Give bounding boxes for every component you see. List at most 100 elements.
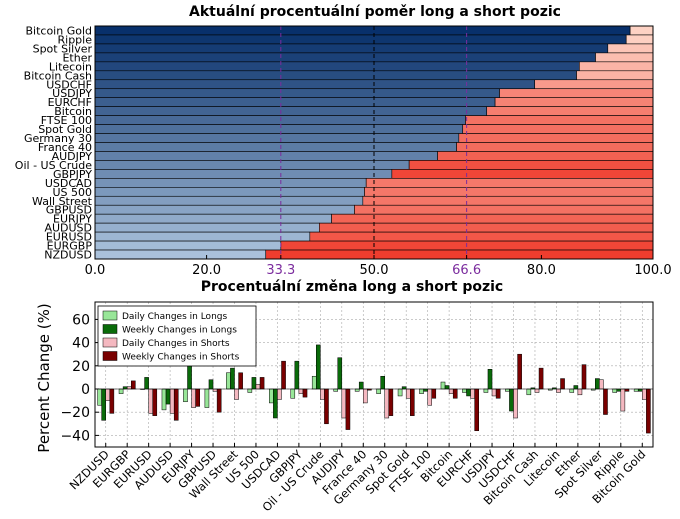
category-label: EURJPY: [53, 213, 92, 226]
long-bar: [94, 160, 410, 170]
change-bar: [419, 388, 424, 394]
legend-swatch: [102, 310, 118, 321]
change-bar: [226, 372, 231, 390]
change-bar: [620, 388, 626, 412]
change-bar: [122, 386, 128, 390]
long-bar: [94, 115, 466, 125]
change-bar: [230, 367, 235, 390]
change-bar: [251, 377, 257, 390]
long-bar: [94, 133, 460, 143]
category-label: Litecoin: [49, 60, 92, 73]
change-bar: [269, 388, 274, 404]
change-bar: [646, 388, 651, 434]
change-bar: [376, 388, 381, 394]
change-bar: [290, 388, 296, 399]
change-bar: [509, 388, 514, 412]
change-bar: [410, 388, 415, 416]
category-label: EURGBP: [47, 240, 93, 253]
change-bar: [363, 388, 368, 404]
y-tick-label: −40: [60, 428, 90, 444]
change-bar: [513, 388, 518, 419]
category-label: Spot Gold: [38, 123, 92, 136]
short-bar: [364, 187, 654, 197]
short-bar: [309, 231, 654, 242]
long-bar: [94, 178, 367, 188]
category-label: Bitcoin Gold: [25, 24, 92, 37]
category-label: EURUSD: [46, 231, 92, 244]
change-bar: [169, 388, 175, 414]
x-tick-label: 80.0: [527, 263, 556, 278]
short-bar: [494, 97, 654, 107]
long-bar: [94, 106, 488, 116]
change-bar: [255, 384, 261, 390]
change-bar: [126, 386, 132, 390]
change-bar: [152, 388, 158, 416]
y-tick-label: 0: [81, 382, 90, 398]
change-bar: [165, 388, 171, 405]
change-bar: [405, 388, 411, 399]
change-bar: [204, 388, 210, 408]
change-bar: [324, 388, 329, 425]
category-label: Bitcoin: [54, 105, 92, 118]
long-bar: [94, 204, 355, 215]
change-bar: [380, 375, 385, 390]
category-label: France 40: [38, 141, 92, 154]
category-label: Ether: [62, 51, 92, 64]
change-bar: [358, 381, 364, 390]
change-bar: [595, 378, 600, 390]
change-bar: [216, 388, 222, 413]
change-bar: [105, 388, 111, 401]
chart2-frame: [94, 301, 654, 448]
long-bar: [94, 240, 282, 251]
change-bar: [273, 388, 278, 419]
long-bar: [94, 34, 627, 45]
change-bar: [97, 388, 102, 406]
change-bar: [470, 388, 475, 399]
category-label: USDJPY: [52, 87, 92, 100]
short-bar: [331, 213, 654, 224]
change-bar: [633, 388, 639, 392]
y-tick-label: 20: [72, 359, 90, 375]
y-tick-label: −20: [60, 405, 90, 421]
legend-label: Weekly Changes in Longs: [122, 326, 237, 336]
long-bar: [94, 169, 393, 179]
short-bar: [465, 115, 654, 125]
long-bar: [94, 97, 496, 107]
change-bar: [505, 388, 510, 392]
chart2-plot: −40−200204060NZDUSDEURGBPEURUSDAUDUSDEUR…: [60, 301, 654, 514]
change-bar: [341, 388, 347, 419]
change-bar: [281, 360, 286, 390]
change-bar: [616, 388, 622, 392]
category-label: Bitcoin Cash: [24, 69, 92, 82]
y-axis-label: Percent Change (%): [35, 303, 53, 452]
category-label: NZDUSD: [44, 249, 92, 262]
short-bar: [456, 142, 654, 152]
change-bar: [191, 388, 196, 408]
change-bar: [577, 388, 583, 396]
change-bar: [569, 388, 575, 393]
change-bar: [444, 385, 450, 390]
change-bar: [466, 388, 471, 397]
category-label: Germany 30: [24, 132, 92, 145]
change-bar: [401, 386, 407, 390]
change-bar: [316, 344, 321, 390]
category-label: USDCHF: [46, 78, 92, 91]
x-tick-label: 66.6: [452, 263, 481, 278]
short-bar: [486, 106, 654, 116]
chart2-title: Procentuální změna long a short pozic: [201, 279, 503, 295]
category-label: US 500: [52, 186, 92, 199]
change-bar: [495, 388, 501, 399]
change-bar: [302, 388, 308, 398]
change-bar: [487, 369, 493, 390]
long-bar: [94, 52, 596, 63]
category-label: Ripple: [58, 33, 93, 46]
y-tick-label: 60: [72, 312, 90, 328]
change-bar: [388, 388, 394, 416]
category-label: AUDUSD: [44, 222, 92, 235]
change-bar: [642, 388, 647, 400]
change-bar: [624, 388, 630, 392]
category-label: FTSE 100: [41, 114, 92, 127]
change-bar: [427, 388, 432, 406]
change-bar: [298, 388, 304, 394]
